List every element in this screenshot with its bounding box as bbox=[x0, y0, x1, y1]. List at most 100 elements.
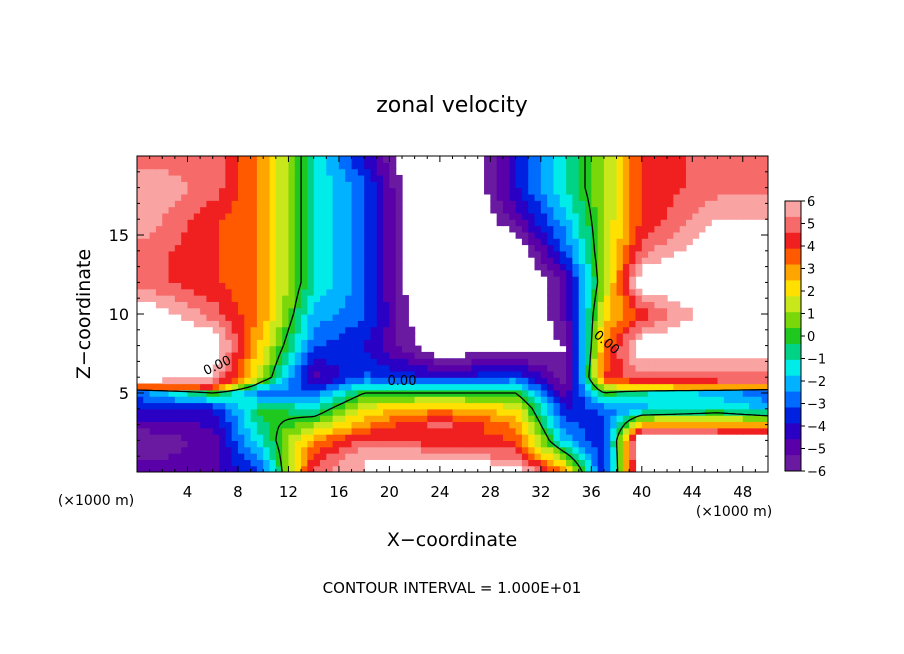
field-cell bbox=[635, 238, 643, 246]
field-cell bbox=[155, 219, 163, 227]
field-cell bbox=[717, 212, 725, 220]
field-cell bbox=[692, 219, 700, 227]
field-cell bbox=[219, 295, 226, 302]
field-cell bbox=[402, 427, 409, 435]
field-cell bbox=[231, 295, 239, 302]
field-cell bbox=[540, 238, 548, 246]
field-cell bbox=[212, 396, 220, 404]
field-cell bbox=[515, 377, 523, 385]
field-cell bbox=[263, 225, 271, 233]
field-cell bbox=[679, 408, 687, 416]
field-cell bbox=[326, 351, 334, 359]
field-cell bbox=[610, 427, 618, 435]
field-cell bbox=[187, 446, 195, 454]
field-cell bbox=[345, 225, 353, 233]
field-cell bbox=[528, 206, 536, 214]
field-cell bbox=[364, 244, 372, 252]
field-cell bbox=[496, 408, 504, 416]
field-cell bbox=[685, 200, 693, 208]
field-cell bbox=[484, 377, 491, 385]
field-cell bbox=[389, 446, 397, 454]
field-cell bbox=[717, 181, 725, 189]
field-cell bbox=[237, 193, 245, 201]
field-cell bbox=[143, 162, 151, 170]
field-cell bbox=[698, 162, 706, 170]
field-cell bbox=[648, 231, 656, 239]
field-cell bbox=[603, 200, 611, 208]
field-cell bbox=[332, 168, 340, 176]
field-cell bbox=[553, 263, 561, 271]
field-cell bbox=[616, 244, 624, 252]
field-cell bbox=[332, 200, 340, 208]
field-cell bbox=[559, 421, 567, 429]
field-cell bbox=[288, 465, 296, 472]
field-cell bbox=[452, 370, 460, 378]
field-cell bbox=[383, 276, 390, 283]
field-cell bbox=[578, 377, 586, 385]
field-cell bbox=[559, 326, 567, 334]
field-cell bbox=[635, 231, 643, 239]
field-cell bbox=[275, 427, 283, 435]
field-cell bbox=[193, 193, 201, 201]
field-cell bbox=[250, 263, 258, 271]
field-cell bbox=[137, 402, 144, 410]
field-cell bbox=[187, 263, 195, 271]
field-cell bbox=[692, 187, 700, 195]
field-cell bbox=[692, 193, 700, 201]
field-cell bbox=[471, 427, 479, 435]
field-cell bbox=[603, 402, 611, 410]
field-cell bbox=[540, 269, 548, 277]
field-cell bbox=[534, 440, 542, 448]
field-cell bbox=[667, 181, 674, 189]
field-cell bbox=[294, 402, 302, 410]
field-cell bbox=[572, 269, 580, 277]
field-cell bbox=[496, 446, 504, 454]
field-cell bbox=[622, 301, 630, 309]
field-cell bbox=[168, 453, 176, 460]
field-cell bbox=[692, 377, 700, 385]
field-cell bbox=[345, 257, 353, 265]
field-cell bbox=[761, 200, 768, 208]
field-cell bbox=[730, 427, 738, 435]
field-cell bbox=[181, 389, 189, 397]
field-cell bbox=[591, 326, 599, 334]
field-cell bbox=[137, 225, 144, 233]
field-cell bbox=[357, 156, 365, 163]
field-cell bbox=[597, 402, 605, 410]
field-cell bbox=[181, 301, 189, 309]
x-unit-left: (×1000 m) bbox=[58, 493, 134, 509]
field-cell bbox=[275, 364, 283, 372]
field-cell bbox=[402, 421, 409, 429]
field-cell bbox=[370, 288, 378, 296]
field-cell bbox=[534, 212, 542, 220]
field-cell bbox=[559, 301, 567, 309]
field-cell bbox=[294, 212, 302, 220]
field-cell bbox=[458, 370, 466, 378]
field-cell bbox=[282, 231, 290, 239]
field-cell bbox=[294, 332, 302, 340]
field-cell bbox=[597, 282, 605, 290]
field-cell bbox=[578, 206, 586, 214]
field-cell bbox=[250, 408, 258, 416]
colorbar-swatch bbox=[785, 264, 801, 281]
field-cell bbox=[509, 377, 517, 385]
field-cell bbox=[673, 377, 681, 385]
field-cell bbox=[458, 402, 466, 410]
colorbar-swatch bbox=[785, 312, 801, 329]
field-cell bbox=[357, 225, 365, 233]
field-cell bbox=[572, 156, 580, 163]
field-cell bbox=[174, 465, 182, 472]
field-cell bbox=[301, 332, 308, 340]
field-cell bbox=[137, 250, 144, 258]
field-cell bbox=[395, 402, 403, 410]
field-cell bbox=[616, 459, 624, 467]
field-cell bbox=[269, 446, 277, 454]
field-cell bbox=[162, 383, 170, 391]
field-cell bbox=[585, 225, 592, 233]
field-cell bbox=[313, 402, 321, 410]
field-cell bbox=[566, 206, 573, 214]
field-cell bbox=[193, 263, 201, 271]
field-cell bbox=[212, 440, 220, 448]
field-cell bbox=[736, 187, 744, 195]
field-cell bbox=[181, 187, 189, 195]
